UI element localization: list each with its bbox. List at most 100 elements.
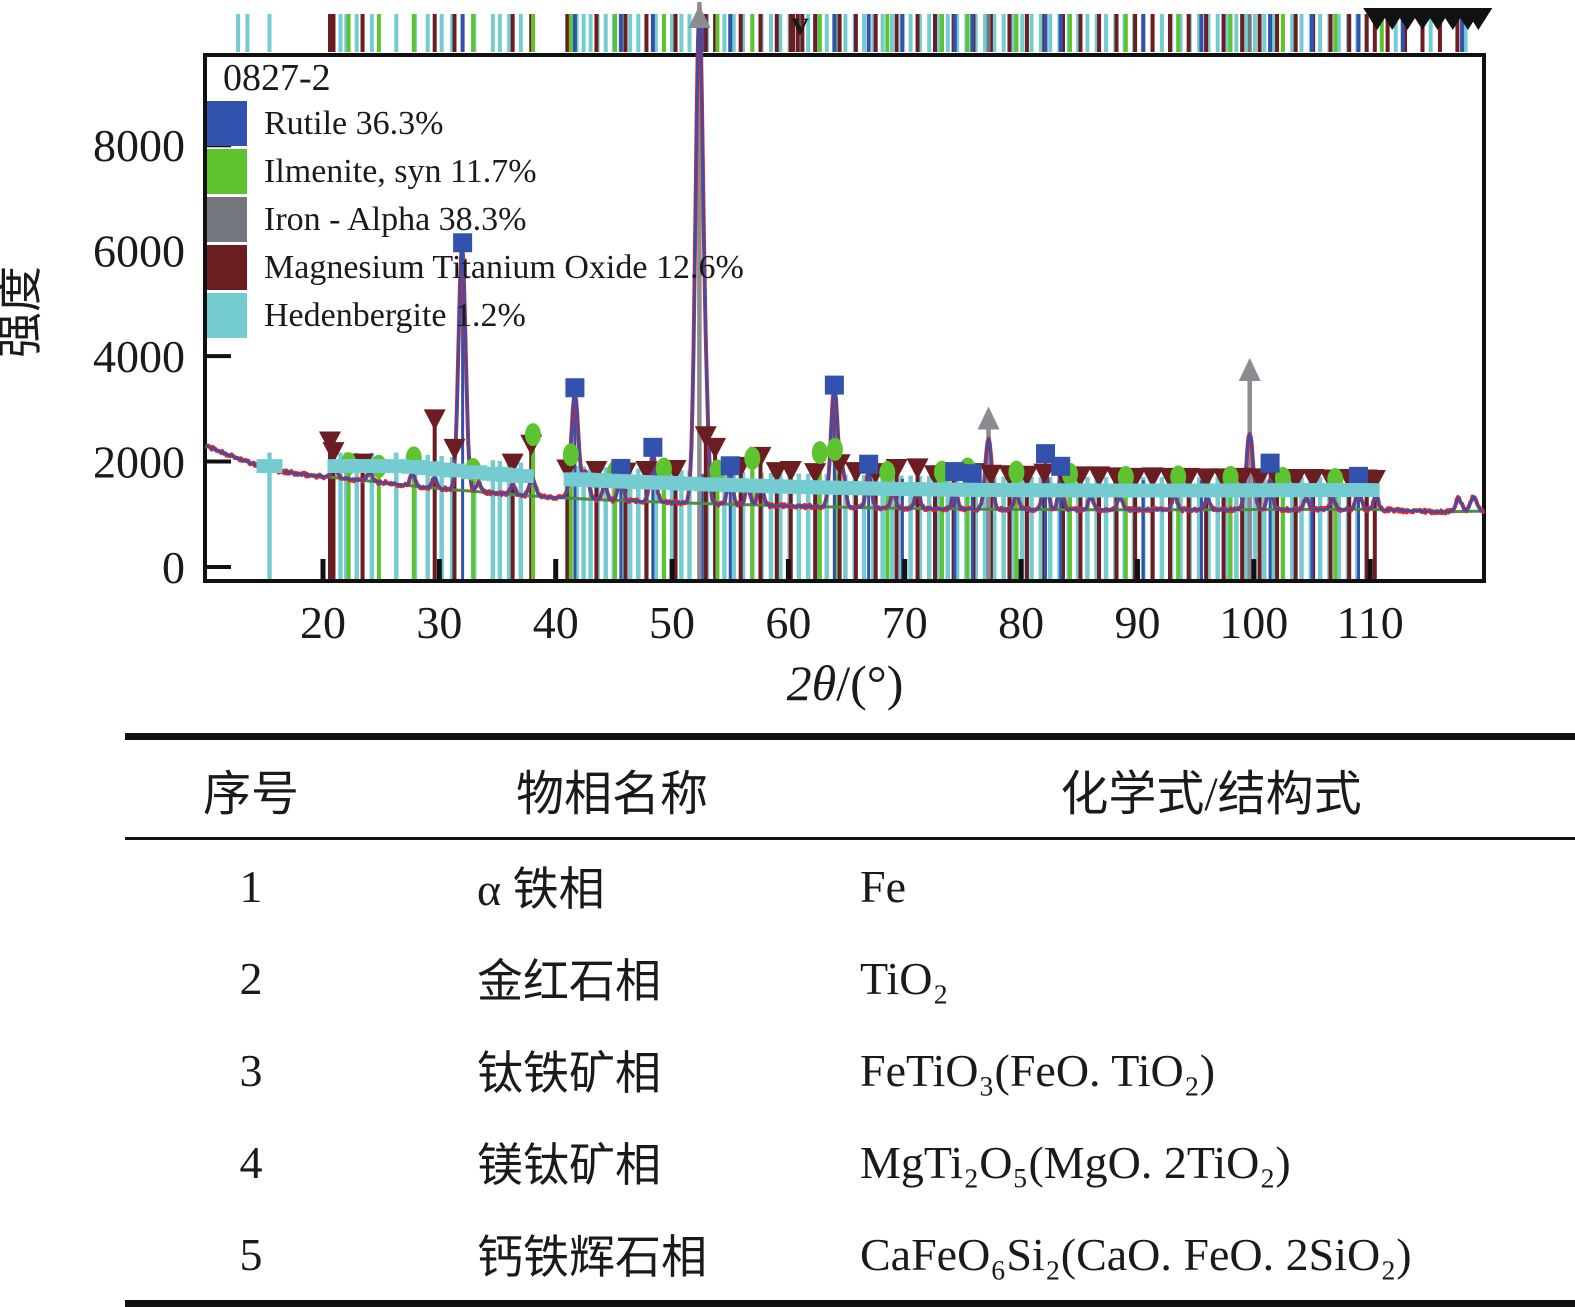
top-tick [1347,14,1352,52]
top-tick [1463,14,1468,52]
ilmenite-ellipse-marker [1170,465,1187,489]
top-tick [568,14,573,52]
top-tick [871,14,876,52]
top-tick [894,14,899,52]
top-tick [1290,14,1295,52]
rutile-square-marker [1051,456,1071,476]
top-tick [267,14,272,52]
hedenbergite-plus-marker [383,465,410,473]
top-tick [927,14,932,52]
offscale-peak-triangle [1464,8,1493,30]
ilmenite-swatch [207,149,247,195]
hedenbergite-plus-marker [383,459,410,467]
hedenbergite-plus-marker [343,465,370,473]
top-tick [713,14,718,52]
legend-label: Magnesium Titanium Oxide 12.6% [264,248,744,286]
iron-triangle-marker [1238,357,1261,381]
top-tick [1328,14,1333,52]
top-tick [1240,14,1245,52]
mto-triangle-marker [501,453,524,475]
top-tick [1225,14,1230,52]
rutile-swatch [207,101,247,147]
top-tick [758,14,763,52]
top-tick [817,14,822,52]
legend-item-iron: Iron - Alpha 38.3% [207,196,744,244]
mto-triangle-marker [1248,468,1271,490]
top-tick [394,14,399,52]
top-tick [507,14,512,52]
mto-triangle-marker [322,442,345,464]
top-tick [936,14,941,52]
ilmenite-ellipse-marker [655,457,672,481]
top-tick [1043,14,1048,52]
mto-triangle-marker [443,438,466,460]
top-tick [983,14,988,52]
top-tick [603,14,608,52]
top-tick [1123,14,1128,52]
top-tick [236,14,241,52]
top-tick [1067,14,1072,52]
rutile-square-marker [824,375,844,395]
top-tick [572,14,577,52]
top-tick [1460,14,1465,52]
top-tick [900,14,905,52]
phase-formula: FeTiO₃(FeO. TiO₂) [860,1044,1216,1096]
top-tick [933,14,938,52]
top-tick [728,14,733,52]
top-tick [970,14,975,52]
rutile-square-marker [1036,444,1056,464]
top-tick [750,14,755,52]
top-tick [1197,14,1202,52]
top-tick [866,14,871,52]
ilmenite-ellipse-marker [525,423,542,447]
y-tick-label: 8000 [93,120,185,171]
top-tick [715,14,720,52]
top-tick [346,14,351,52]
top-tick [795,14,800,52]
top-tick [644,14,649,52]
top-tick [1428,14,1433,52]
top-tick [1393,14,1398,52]
hedenbergite-plus-marker [256,465,283,473]
top-tick [1336,14,1341,52]
top-tick [1178,14,1183,52]
top-tick [1252,14,1257,52]
mto-triangle-marker [1141,467,1164,489]
top-tick [650,14,655,52]
top-tick [432,14,437,52]
top-tick [885,14,890,52]
hedenbergite-plus-marker [676,476,703,484]
top-tick [992,14,997,52]
top-tick [636,14,641,52]
mto-triangle-marker [1302,468,1325,490]
top-tick [376,14,381,52]
header-no: 序号 [202,767,299,821]
top-tick [661,14,666,52]
top-tick [1356,14,1361,52]
phase-name: 镁钛矿相 [477,1140,661,1191]
top-tick [1038,14,1043,52]
hedenbergite-plus-marker [507,469,534,477]
hedenbergite-plus-marker [439,463,466,471]
top-tick [722,14,727,52]
top-tick [497,14,502,52]
legend-label: Hedenbergite 1.2% [264,296,526,334]
top-tick [703,14,708,52]
top-tick [673,14,678,52]
top-tick [331,14,336,52]
top-tick [1024,14,1029,52]
rutile-square-marker [453,233,473,253]
plot-border [203,53,1486,583]
top-tick [815,14,820,52]
top-tick [1001,14,1006,52]
top-tick [741,14,746,52]
top-tick [945,14,950,52]
mto-triangle-marker [1088,466,1111,488]
top-tick [955,14,960,52]
top-tick [774,14,779,52]
legend-label: Ilmenite, syn 11.7% [264,152,537,190]
top-tick [1309,14,1314,52]
top-tick [1094,14,1099,52]
phase-formula: TiO₂ [860,952,949,1004]
ilmenite-ellipse-marker [562,443,579,467]
